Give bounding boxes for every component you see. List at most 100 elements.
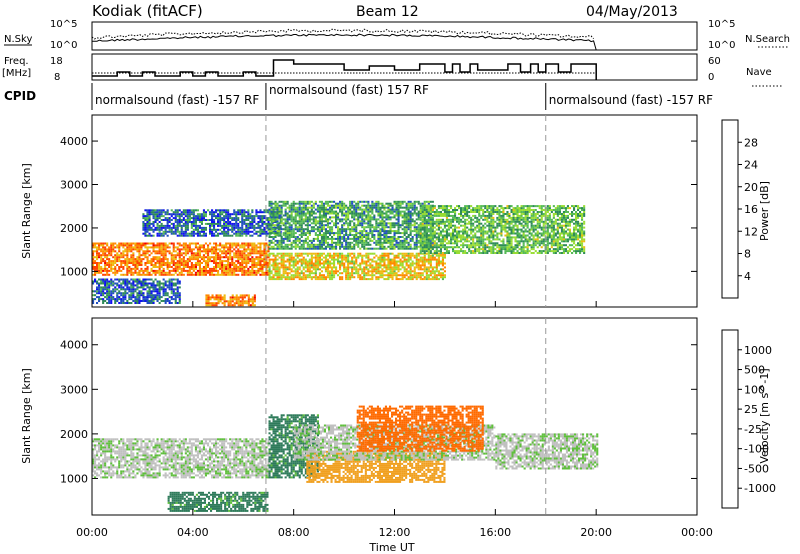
echo-cell [158,252,161,255]
echo-cell [241,226,244,229]
echo-cell [324,260,327,263]
echo-cell [296,243,299,246]
echo-cell [170,209,173,212]
echo-cell [196,215,199,218]
echo-cell [379,274,382,277]
echo-cell [462,216,465,219]
echo-cell [302,272,305,275]
freq-unit-label: [MHz] [2,68,31,79]
echo-cell [282,239,285,242]
echo-cell [223,224,226,227]
echo-cell [98,264,101,266]
echo-cell [249,269,252,272]
echo-cell [399,206,402,209]
echo-cell [270,202,273,205]
echo-cell [341,245,344,248]
echo-cell [314,258,317,261]
echo-cell [284,230,287,233]
echo-cell [233,242,236,245]
echo-cell [486,252,489,254]
echo-cell [393,210,396,213]
echo-cell [178,213,181,216]
echo-cell [415,206,418,209]
echo-cell [365,278,368,281]
echo-cell [152,222,155,225]
echo-cell [413,274,416,277]
echo-cell [331,270,334,273]
echo-cell [395,206,398,209]
echo-cell [304,216,307,219]
echo-cell [174,213,177,216]
echo-cell [427,274,430,277]
echo-cell [389,241,392,244]
echo-cell [425,220,428,223]
echo-cell [312,206,315,209]
echo-cell [268,274,271,277]
echo-cell [186,232,189,235]
echo-cell [148,232,151,235]
echo-cell [251,250,254,253]
echo-cell [134,242,137,245]
echo-cell [194,266,197,268]
echo-cell [460,238,463,241]
echo-cell [243,254,246,257]
echo-cell [337,222,340,225]
echo-cell [435,209,438,211]
echo-cell [385,266,388,269]
echo-cell [318,228,321,231]
echo-cell [209,256,212,259]
echo-cell [407,254,410,257]
echo-cell [164,211,167,214]
echo-cell [245,224,248,227]
echo-cell [397,254,400,257]
echo-cell [456,234,459,237]
echo-cell [437,262,440,265]
echo-cell [409,254,412,257]
echo-cell [278,243,281,246]
echo-cell [284,204,287,207]
echo-cell [294,218,297,221]
echo-cell [397,230,400,233]
echo-cell [106,269,109,272]
echo-cell [239,250,242,253]
echo-cell [190,242,193,245]
echo-cell [423,266,426,269]
echo-cell [316,252,319,255]
echo-cell [322,220,325,223]
echo-cell [211,222,214,225]
echo-cell [122,260,125,263]
echo-cell [478,205,481,208]
echo-cell [286,268,289,271]
echo-cell [272,264,275,267]
echo-cell [192,224,195,227]
echo-cell [172,273,175,276]
echo-cell [96,262,99,264]
echo-cell [403,218,406,221]
echo-cell [395,200,398,203]
echo-cell [482,240,485,243]
echo-cell [417,272,420,275]
echo-cell [122,244,125,247]
echo-cell [276,206,279,209]
echo-cell [409,245,412,248]
echo-cell [290,247,293,250]
echo-cell [207,266,210,268]
echo-cell [263,258,266,261]
echo-cell [296,266,299,269]
echo-cell [298,216,301,219]
echo-cell [274,214,277,217]
echo-cell [279,215,282,218]
echo-cell [468,234,471,237]
echo-cell [150,269,153,272]
echo-cell [223,215,226,218]
echo-cell [320,218,323,221]
echo-cell [395,241,398,244]
echo-cell [142,224,145,227]
echo-cell [345,266,348,269]
echo-cell [164,228,167,231]
echo-cell [379,262,382,265]
echo-cell [184,250,187,253]
echo-cell [268,212,271,215]
echo-cell [385,214,388,217]
echo-cell [259,269,262,272]
